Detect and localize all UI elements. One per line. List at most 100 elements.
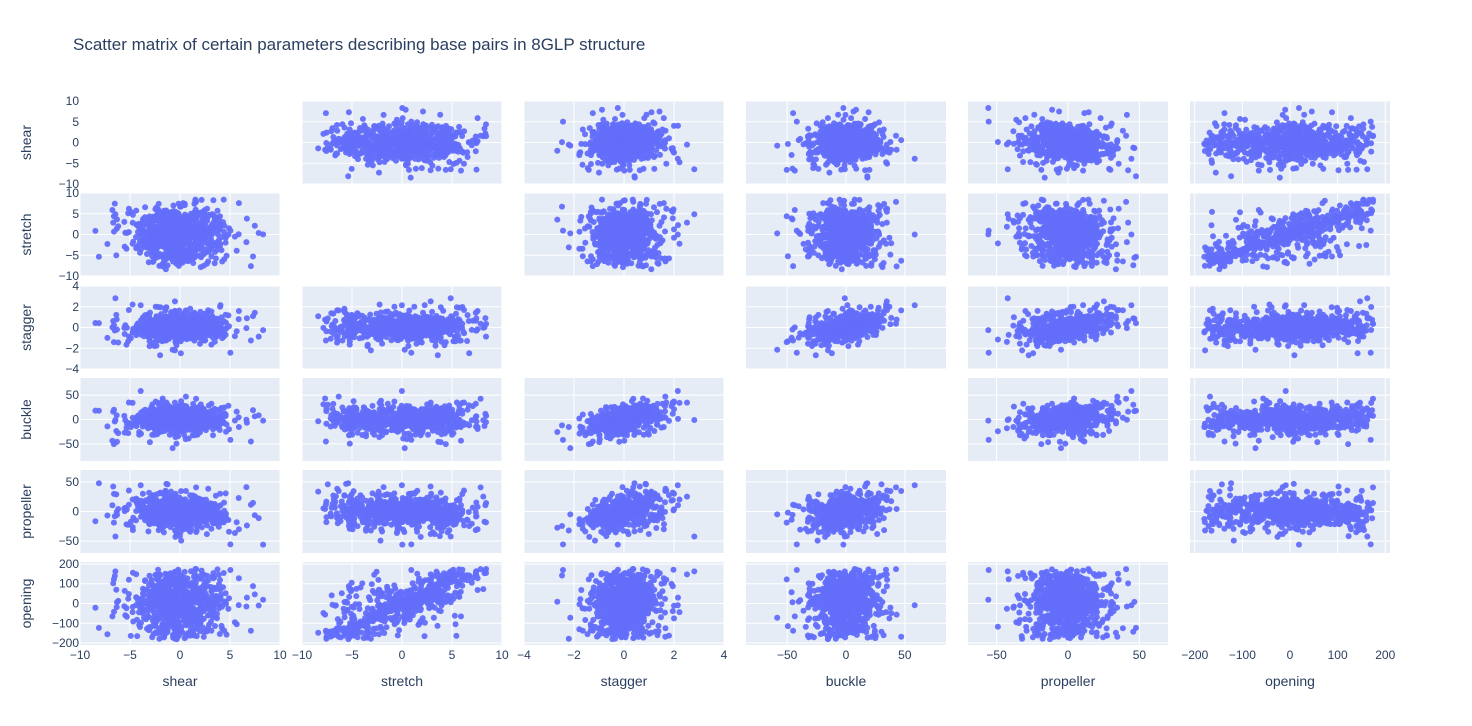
scatter-point xyxy=(1355,144,1362,151)
scatter-point xyxy=(647,222,654,229)
scatter-point xyxy=(671,122,677,129)
scatter-point xyxy=(619,206,626,213)
scatter-point xyxy=(1217,148,1223,155)
scatter-point xyxy=(644,237,651,244)
scatter-point xyxy=(185,254,191,261)
scatter-point xyxy=(657,234,663,241)
scatter-point xyxy=(1010,128,1017,135)
scatter-point xyxy=(893,146,900,153)
scatter-point xyxy=(593,209,599,216)
scatter-point xyxy=(1288,150,1295,157)
scatter-point xyxy=(1010,140,1017,147)
scatter-point xyxy=(1224,133,1231,140)
scatter-point xyxy=(133,207,140,214)
scatter-point xyxy=(633,149,640,155)
scatter-point xyxy=(1333,134,1340,141)
scatter-point xyxy=(864,147,871,154)
scatter-point xyxy=(674,155,681,162)
scatter-point xyxy=(1056,125,1063,132)
scatter-point xyxy=(1250,132,1257,139)
scatter-point xyxy=(163,211,169,218)
scatter-point xyxy=(322,110,329,117)
scatter-point xyxy=(363,155,369,162)
scatter-point xyxy=(1341,138,1348,145)
scatter-point xyxy=(985,118,992,125)
scatter-point xyxy=(389,147,395,154)
scatter-point xyxy=(635,262,642,269)
scatter-point xyxy=(883,240,890,247)
scatter-point xyxy=(346,126,353,133)
scatter-point xyxy=(1240,136,1247,143)
scatter-point xyxy=(323,129,330,136)
scatter-point xyxy=(383,140,389,147)
scatter-point xyxy=(165,246,171,253)
scatter-point xyxy=(1288,155,1294,162)
scatter-point xyxy=(619,154,626,161)
scatter-point xyxy=(826,169,833,176)
scatter-point xyxy=(221,229,227,235)
scatter-point xyxy=(1290,133,1297,140)
scatter-point xyxy=(420,108,426,115)
scatter-point xyxy=(181,200,188,207)
scatter-point xyxy=(613,235,620,242)
scatter-point xyxy=(1055,169,1062,176)
scatter-point xyxy=(788,152,795,158)
scatter-point xyxy=(1275,137,1282,144)
scatter-point xyxy=(842,111,849,118)
scatter-point xyxy=(783,166,790,173)
scatter-point xyxy=(385,129,391,136)
scatter-point xyxy=(1015,132,1022,139)
scatter-point xyxy=(1081,110,1088,117)
scatter-point xyxy=(109,207,116,213)
scatter-point xyxy=(459,133,466,139)
scatter-point xyxy=(351,133,357,140)
scatter-point xyxy=(599,106,605,113)
scatter-point xyxy=(634,251,641,258)
scatter-point xyxy=(157,210,163,217)
scatter-point xyxy=(608,130,615,136)
scatter-point xyxy=(813,120,820,127)
scatter-point xyxy=(1304,135,1311,142)
scatter-point xyxy=(830,145,837,152)
scatter-point xyxy=(1258,127,1265,134)
scatter-point xyxy=(624,147,631,153)
scatter-point xyxy=(1090,155,1097,162)
scatter-point xyxy=(442,166,449,173)
scatter-point xyxy=(1067,156,1074,163)
scatter-point xyxy=(334,122,340,128)
scatter-point xyxy=(604,150,611,157)
scatter-point xyxy=(619,111,626,118)
scatter-point xyxy=(222,239,229,246)
scatter-point xyxy=(447,145,453,152)
scatter-point xyxy=(1345,166,1352,173)
scatter-point xyxy=(865,109,872,116)
scatter-point xyxy=(876,119,883,126)
scatter-point xyxy=(824,115,831,122)
scatter-point xyxy=(649,230,656,237)
scatter-point xyxy=(386,123,392,130)
scatter-point xyxy=(381,149,387,155)
scatter-point xyxy=(121,218,128,225)
scatter-point xyxy=(1119,127,1126,134)
scatter-point xyxy=(837,121,844,128)
scatter-point xyxy=(1028,123,1035,130)
scatter-point xyxy=(345,148,351,155)
scatter-point xyxy=(613,200,620,207)
scatter-point xyxy=(671,234,677,241)
scatter-point xyxy=(1029,132,1036,139)
scatter-point xyxy=(669,208,676,215)
scatter-point xyxy=(399,115,406,122)
scatter-point xyxy=(334,127,341,134)
scatter-points xyxy=(774,105,918,181)
scatter-point xyxy=(565,141,572,148)
scatter-point xyxy=(1071,165,1078,172)
scatter-point xyxy=(858,128,865,135)
scatter-point xyxy=(579,126,586,133)
scatter-point xyxy=(1268,154,1275,161)
scatter-point xyxy=(637,128,644,135)
scatter-point xyxy=(662,127,669,134)
scatter-point xyxy=(662,255,668,262)
scatter-point xyxy=(421,143,427,150)
scatter-point xyxy=(596,169,602,176)
scatter-point xyxy=(464,149,471,156)
